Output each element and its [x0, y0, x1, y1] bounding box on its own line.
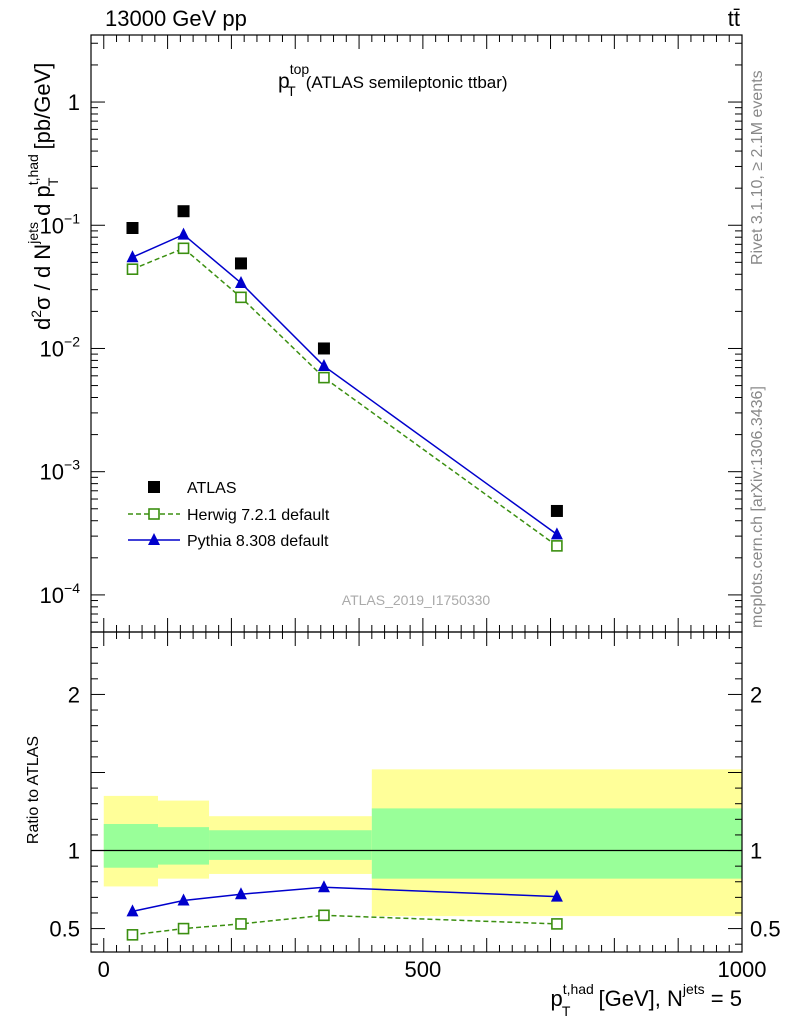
- analysis-label: ATLAS_2019_I1750330: [342, 592, 491, 608]
- axis-tick-labels: 10−4 10−3 10−2 10−1 1 0.5 0.5 1 1 2 2 0 500 1000: [40, 90, 781, 982]
- ratio-point-0-1: [177, 922, 190, 935]
- main-point-0-1: [177, 205, 190, 218]
- main-point-2-4: [550, 527, 563, 540]
- legend-label-1: Herwig 7.2.1 default: [187, 507, 330, 524]
- legend-label-0: ATLAS: [187, 480, 237, 497]
- main-point-1-2: [235, 291, 247, 304]
- main-line-1: [132, 247, 558, 547]
- ratio-ytick-label-left-2: 2: [68, 682, 80, 707]
- main-point-2-0: [126, 250, 139, 263]
- ratio-point-1-0: [126, 904, 139, 917]
- ratio-ytick-label-right-1: 1: [750, 839, 762, 864]
- ratio-ytick-label-right-0: 0.5: [750, 917, 781, 942]
- legend-marker-1: [148, 508, 160, 520]
- ratio-series-layer: [126, 880, 563, 941]
- ratio-ylabel: Ratio to ATLAS: [25, 736, 42, 844]
- main-ylabel: d2σ / d Njets d pt,had T [pb/GeV]: [25, 63, 61, 330]
- legend-marker-0: [148, 481, 160, 493]
- main-ytick-label-4: 1: [68, 90, 80, 115]
- main-series-layer: [126, 205, 563, 552]
- ratio-frame: [90, 631, 743, 953]
- main-point-1-3: [318, 371, 330, 384]
- ratio-ytick-label-left-1: 1: [68, 839, 80, 864]
- band-inner-2: [209, 830, 372, 860]
- mcplots-label: mcplots.cern.ch [arXiv:1306.3436]: [749, 386, 766, 628]
- main-title: ptop T (ATLAS semileptonic ttbar): [278, 61, 508, 99]
- main-point-1-0: [126, 263, 139, 275]
- main-point-2-2: [234, 275, 247, 288]
- main-point-1-1: [177, 242, 190, 255]
- legend: ATLAS Herwig 7.2.1 default Pythia 8.308 de…: [128, 480, 330, 550]
- ratio-line-0: [132, 914, 557, 936]
- rivet-label: Rivet 3.1.10, ≥ 2.1M events: [749, 70, 766, 265]
- main-ytick-label-0: 10−4: [40, 580, 81, 608]
- legend-label-2: Pythia 8.308 default: [187, 533, 329, 550]
- ratio-point-1-2: [234, 887, 247, 900]
- band-inner-3: [371, 808, 742, 879]
- main-point-0-3: [317, 342, 330, 355]
- ratio-ytick-label-right-2: 2: [750, 682, 762, 707]
- ratio-point-0-4: [551, 918, 563, 930]
- legend-marker-2: [148, 533, 160, 545]
- main-ytick-label-2: 10−2: [40, 333, 81, 361]
- main-point-0-4: [550, 504, 563, 517]
- main-point-2-3: [317, 359, 330, 372]
- header-right: tt̄: [728, 6, 740, 31]
- ratio-point-0-0: [126, 929, 139, 941]
- band-inner-1: [158, 827, 210, 865]
- main-point-0-0: [126, 222, 139, 235]
- ratio-point-0-2: [235, 918, 247, 930]
- main-point-0-2: [234, 257, 247, 270]
- axis-ticks: [91, 35, 743, 952]
- x-tick-label-2: 1000: [718, 957, 767, 982]
- ratio-uncertainty-bands: [103, 769, 742, 917]
- main-point-2-1: [177, 227, 190, 240]
- x-axis-label: pt,had T [GeV], Njets = 5: [550, 981, 742, 1019]
- header-left: 13000 GeV pp: [105, 6, 247, 31]
- main-ytick-label-1: 10−3: [40, 457, 81, 485]
- main-point-1-4: [551, 540, 563, 552]
- main-ytick-label-3: 10−1: [40, 210, 81, 238]
- ratio-point-0-3: [318, 909, 330, 922]
- x-tick-label-0: 0: [98, 957, 110, 982]
- x-tick-label-1: 500: [405, 957, 442, 982]
- band-inner-0: [103, 824, 159, 868]
- plot-frames: [90, 34, 743, 953]
- ratio-point-1-3: [317, 880, 330, 893]
- ratio-ytick-label-left-0: 0.5: [49, 917, 80, 942]
- ratio-point-1-1: [177, 893, 190, 906]
